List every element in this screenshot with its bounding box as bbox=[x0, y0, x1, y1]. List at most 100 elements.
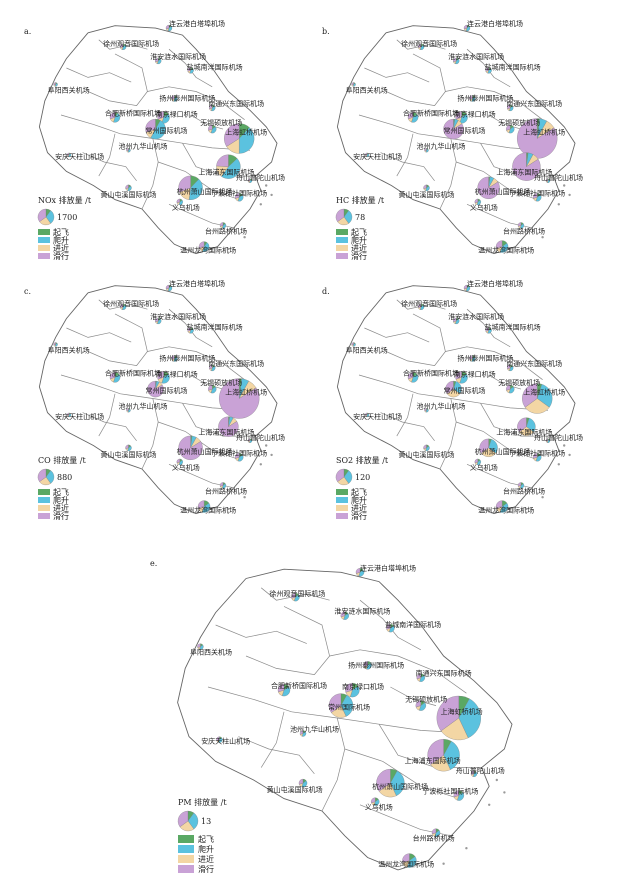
pie-slice-approach bbox=[524, 398, 550, 414]
pie-slice-taxi bbox=[66, 152, 70, 156]
airport-pie-tz bbox=[517, 222, 525, 229]
airport-label-pd: 上海浦东国际机场 bbox=[496, 428, 552, 437]
airport-label-hz: 杭州萧山国际机场 bbox=[475, 187, 531, 196]
airport-label-hq: 上海虹桥机场 bbox=[523, 128, 565, 137]
pie-slice-taxi bbox=[351, 82, 354, 86]
pie-slice-taxi bbox=[455, 371, 462, 380]
airport-label-wz: 温州龙湾国际机场 bbox=[478, 506, 534, 515]
airport-label-ha: 淮安涟水国际机场 bbox=[448, 52, 504, 61]
airport-label-wz: 温州龙湾国际机场 bbox=[180, 506, 236, 515]
pie-slice-taxi bbox=[53, 342, 56, 346]
island-mark bbox=[265, 444, 268, 447]
airport-label-yw: 义乌机场 bbox=[470, 203, 498, 212]
airport-label-nj: 南京禄口机场 bbox=[156, 369, 198, 378]
province-boundary bbox=[190, 374, 224, 390]
airport-label-nb: 宁波栎社国际机场 bbox=[211, 448, 267, 457]
airport-pie-hf bbox=[109, 372, 121, 383]
province-boundary bbox=[364, 67, 430, 83]
map-svg: 连云港白塔埠机场徐州观音国际机场淮安涟水国际机场盐城南洋国际机场阜阳西关机场扬州… bbox=[177, 563, 513, 874]
airport-label-xz: 徐州观音国际机场 bbox=[103, 39, 159, 48]
airport-pie-ch bbox=[299, 730, 307, 737]
legend-title: CO 排放量 /t bbox=[38, 455, 86, 465]
airport-label-yc: 盐城南洋国际机场 bbox=[485, 62, 541, 71]
airport-label-hs: 黄山屯溪国际机场 bbox=[267, 785, 323, 794]
airport-pie-hz bbox=[479, 438, 498, 457]
island-mark bbox=[541, 496, 544, 499]
airport-pie-zs bbox=[247, 438, 253, 443]
airport-label-wz: 温州龙湾国际机场 bbox=[478, 246, 534, 255]
airport-label-hz: 杭州萧山国际机场 bbox=[177, 447, 233, 456]
legend-value: 13 bbox=[201, 817, 211, 826]
province-boundary bbox=[82, 412, 137, 442]
airport-label-yz: 扬州泰州国际机场 bbox=[457, 354, 513, 363]
pie-slice-taxi bbox=[355, 568, 361, 574]
map-svg: 连云港白塔埠机场徐州观音国际机场淮安涟水国际机场盐城南洋国际机场阜阳西关机场扬州… bbox=[37, 19, 285, 261]
airport-label-wx: 无锡硕放机场 bbox=[200, 118, 242, 127]
province-boundary bbox=[439, 398, 457, 470]
airport-pie-wx bbox=[506, 124, 515, 134]
pie-slice-climb bbox=[537, 384, 553, 408]
pie-slice-taxi bbox=[453, 790, 459, 798]
pie-slice-taxi bbox=[364, 412, 368, 416]
airport-pie-hz bbox=[178, 175, 203, 200]
pie-slice-taxi bbox=[431, 828, 437, 835]
pie-slice-climb bbox=[458, 698, 481, 739]
legend-swatch-approach bbox=[38, 505, 50, 511]
pie-slice-taxi bbox=[402, 853, 410, 863]
airport-pie-pd bbox=[427, 739, 460, 772]
airport-pie-lyg bbox=[355, 568, 365, 577]
airport-pie-nb bbox=[235, 193, 244, 202]
map-svg: 连云港白塔埠机场徐州观音国际机场淮安涟水国际机场盐城南洋国际机场阜阳西关机场扬州… bbox=[37, 279, 285, 521]
airport-pie-zs bbox=[247, 178, 253, 183]
pie-slice-taxi bbox=[109, 372, 116, 380]
pie-slice-taxi bbox=[216, 736, 220, 741]
airport-pie-cz bbox=[445, 380, 462, 398]
province-boundary bbox=[364, 327, 430, 343]
legend-label-climb: 爬升 bbox=[351, 235, 367, 245]
panel-letter: d. bbox=[322, 287, 330, 296]
pie-slice-taxi bbox=[345, 682, 353, 693]
airport-pie-xz bbox=[291, 592, 300, 602]
airport-label-tz: 台州路桥机场 bbox=[503, 226, 545, 235]
legend-swatch-taxi bbox=[336, 253, 348, 259]
legend-label-approach: 进近 bbox=[198, 854, 214, 864]
airport-pie-hq bbox=[436, 695, 481, 741]
airport-label-wx: 无锡硕放机场 bbox=[498, 378, 540, 387]
pie-slice-climb bbox=[188, 178, 203, 200]
airport-pie-nt bbox=[209, 364, 216, 372]
legend-label-approach: 进近 bbox=[53, 243, 69, 253]
airport-pie-ha bbox=[155, 57, 162, 65]
island-mark bbox=[557, 203, 560, 206]
pie-slice-taxi bbox=[376, 768, 391, 792]
airport-pie-wx bbox=[208, 384, 217, 394]
island-mark bbox=[495, 778, 498, 782]
province-boundary bbox=[260, 711, 285, 768]
airport-pie-nj bbox=[455, 111, 468, 124]
airport-label-hs: 黄山屯溪国际机场 bbox=[399, 450, 455, 459]
airport-pie-nt bbox=[507, 364, 514, 372]
airport-label-zs: 舟山普陀山机场 bbox=[534, 433, 583, 442]
pie-slice-taxi bbox=[507, 364, 511, 370]
pie-slice-taxi bbox=[424, 408, 427, 412]
pie-slice-taxi bbox=[533, 193, 538, 199]
airport-pie-fy bbox=[351, 82, 356, 87]
airport-label-nb: 宁波栎社国际机场 bbox=[211, 188, 267, 197]
airport-label-wx: 无锡硕放机场 bbox=[405, 695, 447, 704]
pie-slice-taxi bbox=[427, 739, 444, 765]
pie-slice-taxi bbox=[219, 222, 224, 227]
airport-label-zs: 舟山普陀山机场 bbox=[236, 173, 285, 182]
pie-slice-taxi bbox=[423, 184, 427, 189]
airport-label-ch: 池州九华山机场 bbox=[119, 401, 168, 410]
airport-pie-wz bbox=[198, 241, 210, 252]
island-mark bbox=[259, 203, 262, 206]
airport-pie-yc bbox=[386, 623, 395, 633]
pie-slice-taxi bbox=[165, 24, 170, 30]
airport-label-hs: 黄山屯溪国际机场 bbox=[101, 190, 157, 199]
legend-label-takeoff: 起飞 bbox=[351, 488, 367, 497]
province-boundary bbox=[488, 114, 522, 130]
province-boundary bbox=[329, 649, 467, 694]
pie-slice-taxi bbox=[277, 683, 285, 693]
legend-swatch-approach bbox=[38, 245, 50, 251]
airport-label-ha: 淮安涟水国际机场 bbox=[334, 607, 390, 616]
